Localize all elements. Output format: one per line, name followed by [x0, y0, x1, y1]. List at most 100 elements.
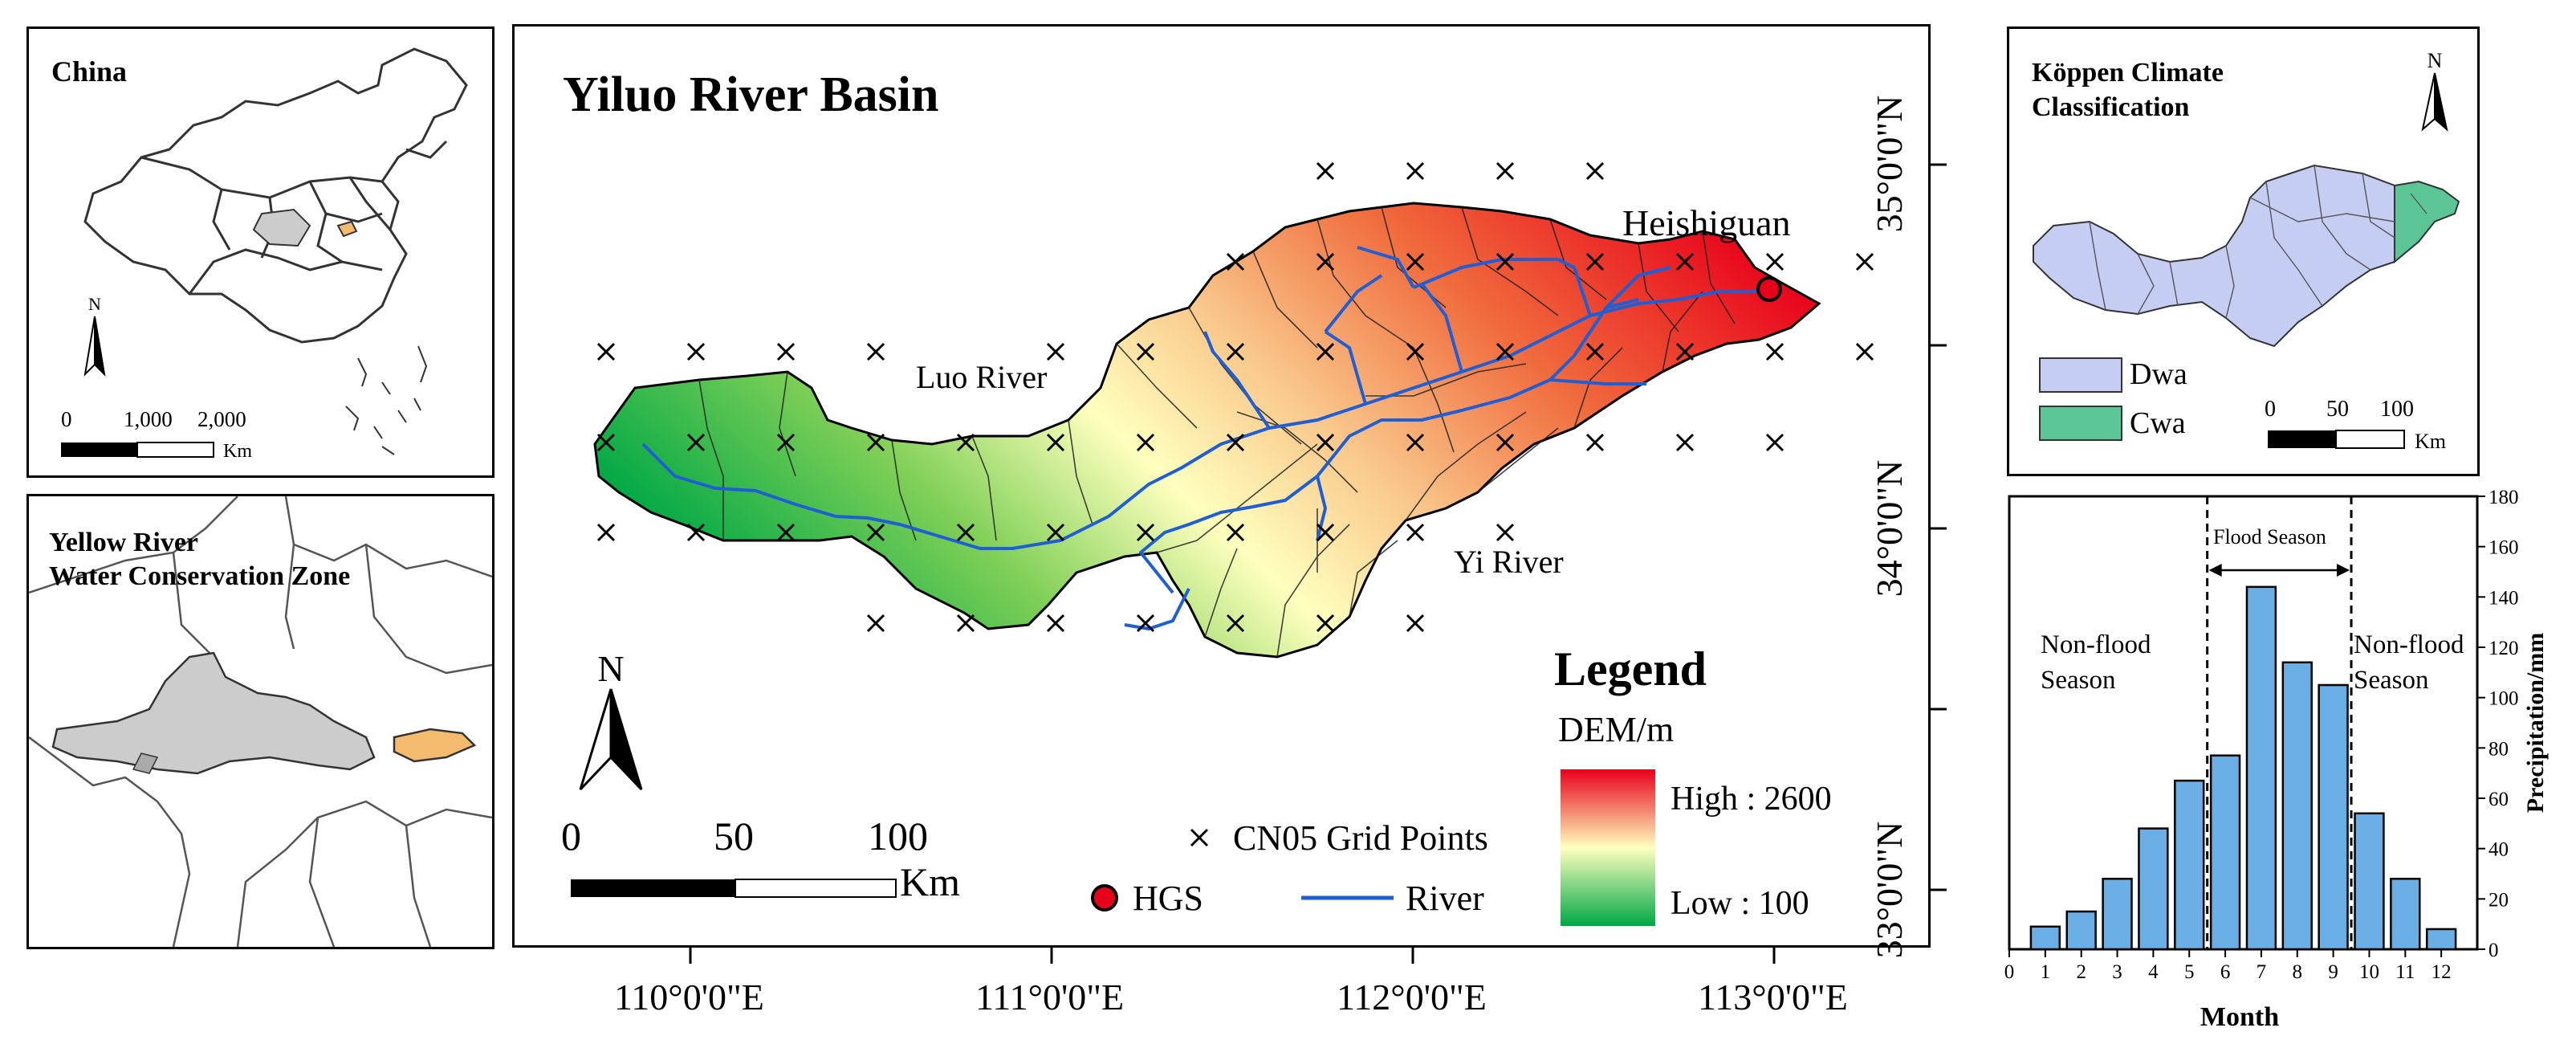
yellow-river-inset-map: Yellow River Water Conservation Zone: [26, 494, 494, 949]
china-scale-label-2: 2,000: [197, 407, 246, 431]
river-network: [641, 246, 1776, 630]
nonflood-right-line1: Non-flood: [2354, 630, 2464, 659]
x-tick-label-11: 11: [2395, 961, 2415, 983]
map-title: Yiluo River Basin: [563, 67, 939, 122]
koppen-cwa-region: [2394, 180, 2460, 264]
nonflood-left-line1: Non-flood: [2041, 630, 2151, 659]
chart-y-axis-label: Precipitation/mm: [2522, 633, 2549, 813]
precip-bar-month-10: [2354, 812, 2385, 951]
precipitation-chart-panel: 0 20 40 60 80 100 120 140 160 180 0 1 2 3 4 5 6 7 8 9 10 11 1…: [2004, 487, 2549, 1032]
y-tick-label-180: 180: [2489, 487, 2519, 508]
precip-bar-month-8: [2281, 661, 2313, 951]
legend-title: Legend: [1554, 642, 1707, 695]
legend-dem-low: Low : 100: [1671, 885, 1809, 922]
china-inset-map: China N 0 1,000 2,000 Km: [26, 27, 494, 478]
legend-grid-label: CN05 Grid Points: [1233, 818, 1488, 858]
koppen-north-label: N: [2427, 49, 2443, 72]
yellow-river-title-line2: Water Conservation Zone: [49, 561, 350, 591]
china-scale-label-1: 1,000: [124, 407, 173, 431]
precip-bar-month-7: [2245, 585, 2277, 951]
koppen-scale-label-100: 100: [2380, 397, 2414, 422]
y-tick-label-120: 120: [2489, 638, 2519, 659]
legend-grid-point-symbol: [1190, 828, 1209, 847]
koppen-title-line1: Köppen Climate: [2032, 58, 2224, 88]
precip-bar-month-5: [2174, 779, 2205, 951]
lon-label-112: 112°0'0"E: [1337, 977, 1487, 1018]
precip-bar-month-2: [2065, 910, 2097, 951]
legend-dem-title: DEM/m: [1558, 710, 1674, 749]
y-tick-label-40: 40: [2489, 839, 2509, 861]
lon-label-110: 110°0'0"E: [614, 977, 764, 1018]
koppen-scale-label-50: 50: [2326, 397, 2349, 422]
china-scale-unit: Km: [223, 441, 252, 462]
x-tick-label-9: 9: [2328, 961, 2338, 983]
legend-river-label: River: [1406, 879, 1484, 918]
basin-dem-polygon: [593, 202, 1821, 659]
koppen-north-arrow-icon: [2421, 72, 2436, 132]
map-north-arrow-icon: [579, 688, 612, 791]
luo-river-label: Luo River: [916, 359, 1047, 395]
precip-bar-month-3: [2102, 878, 2133, 951]
yi-river-label: Yi River: [1454, 544, 1564, 580]
y-tick-label-0: 0: [2489, 940, 2499, 961]
koppen-legend-cwa-swatch: [2039, 406, 2122, 441]
koppen-legend-cwa-label: Cwa: [2130, 406, 2186, 440]
map-scale-bar-black: [571, 879, 735, 897]
x-tick-label-5: 5: [2184, 961, 2195, 983]
legend-station-label: HGS: [1133, 879, 1203, 918]
heishiguan-label: Heishiguan: [1622, 202, 1791, 243]
china-title: China: [51, 55, 127, 88]
y-tick-label-100: 100: [2489, 688, 2519, 710]
precip-bar-month-9: [2318, 683, 2349, 951]
x-tick-label-12: 12: [2432, 961, 2452, 983]
china-scale-bar-white: [136, 442, 214, 458]
koppen-north-arrow-icon-right: [2434, 72, 2448, 132]
luo-river-line: [641, 286, 1776, 550]
map-north-label: N: [597, 648, 624, 689]
yellow-river-outline-map: Yellow River Water Conservation Zone: [29, 496, 492, 947]
legend-dem-high: High : 2600: [1671, 781, 1832, 818]
flood-arrow-left-head-icon: [2208, 564, 2222, 577]
nonflood-right-line2: Season: [2354, 666, 2429, 695]
lat-label-33: 33°0'0"N: [1869, 821, 1910, 959]
china-north-arrow-icon-right: [94, 316, 106, 377]
y-tick-label-140: 140: [2489, 587, 2519, 609]
map-scale-label-100: 100: [868, 814, 928, 859]
map-scale-label-0: 0: [561, 814, 581, 859]
main-basin-map: Yiluo River Basin: [512, 24, 1931, 948]
china-north-label: N: [88, 294, 101, 314]
lat-label-34: 34°0'0"N: [1869, 459, 1910, 597]
koppen-scale-label-0: 0: [2265, 397, 2276, 422]
map-scale-label-50: 50: [714, 814, 754, 859]
legend-dem-ramp: [1561, 769, 1655, 926]
x-tick-label-1: 1: [2041, 961, 2051, 983]
koppen-legend-dwa-label: Dwa: [2130, 357, 2187, 391]
lon-label-111: 111°0'0"E: [975, 977, 1125, 1018]
koppen-scale-bar-black: [2268, 430, 2336, 448]
x-tick-label-2: 2: [2076, 961, 2086, 983]
yi-river-line: [1139, 298, 1639, 594]
china-outline-map: China N 0 1,000 2,000 Km: [51, 47, 468, 462]
map-north-arrow-icon-right: [609, 688, 643, 791]
cn05-grid-points: [596, 161, 1874, 633]
y-tick-label-20: 20: [2489, 889, 2509, 911]
koppen-climate-panel: Köppen Climate Classification N Dwa Cwa …: [2007, 27, 2480, 476]
precip-bar-month-12: [2425, 928, 2457, 951]
sub-basin-boundaries: [698, 206, 1736, 658]
x-tick-label-4: 4: [2148, 961, 2159, 983]
precip-bar-month-11: [2390, 878, 2421, 951]
precip-bar-month-4: [2138, 827, 2169, 951]
koppen-scale-unit: Km: [2415, 430, 2446, 453]
y-tick-label-160: 160: [2489, 537, 2519, 559]
yellow-river-title-line1: Yellow River: [49, 528, 198, 557]
x-tick-label-0: 0: [2004, 961, 2015, 983]
x-tick-label-8: 8: [2293, 961, 2303, 983]
x-tick-label-6: 6: [2220, 961, 2231, 983]
basin-map-canvas: Yiluo River Basin: [561, 67, 1874, 926]
legend-station-symbol: [1091, 884, 1118, 912]
x-tick-label-10: 10: [2359, 961, 2379, 983]
lon-label-113: 113°0'0"E: [1698, 977, 1848, 1018]
precip-bar-month-6: [2209, 754, 2241, 951]
heishiguan-station-marker: [1756, 276, 1782, 302]
